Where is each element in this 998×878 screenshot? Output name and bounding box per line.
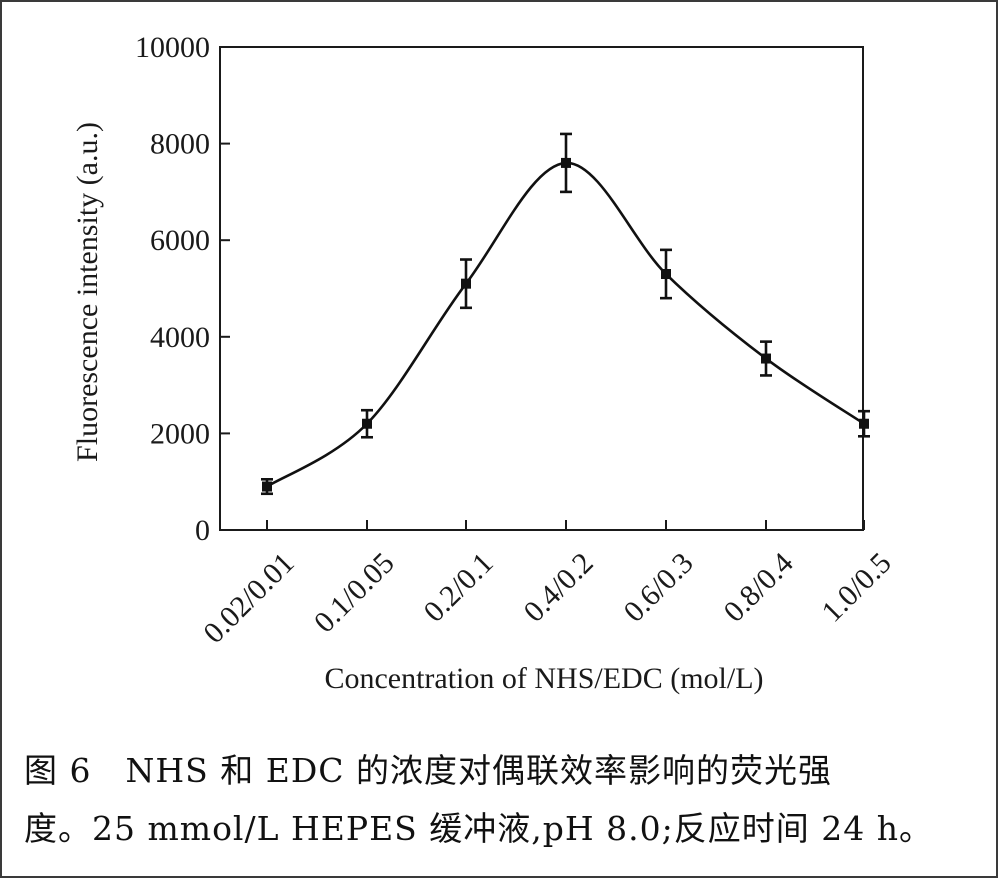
x-tick-label: 1.0/0.5 [815, 546, 897, 628]
x-tick-label: 0.4/0.2 [517, 546, 599, 628]
figure-caption: 图 6 NHS 和 EDC 的浓度对偶联效率影响的荧光强 度。25 mmol/L… [24, 742, 976, 858]
x-axis: 0.02/0.01 0.1/0.05 0.2/0.1 0.4/0.2 0.6/0.3 0.… [197, 520, 898, 650]
chart-figure: 0 2000 4000 6000 8000 10000 0.02/0.01 0.1/0.05… [71, 31, 898, 695]
data-point [661, 269, 671, 280]
error-bars [261, 132, 870, 496]
x-tick-label: 0.2/0.1 [417, 546, 499, 628]
y-axis: 0 2000 4000 6000 8000 10000 [135, 31, 230, 547]
y-axis-title: Fluorescence intensity (a.u.) [71, 122, 104, 462]
data-point [761, 353, 771, 364]
data-point [461, 278, 471, 289]
data-point [262, 481, 272, 492]
y-tick-label: 10000 [135, 31, 210, 64]
x-tick-label: 0.1/0.05 [308, 546, 401, 639]
series-line [266, 161, 865, 488]
data-point [859, 418, 869, 429]
caption-line-1: 图 6 NHS 和 EDC 的浓度对偶联效率影响的荧光强 [24, 751, 833, 790]
y-tick-label: 2000 [150, 417, 210, 450]
data-points [262, 157, 869, 492]
x-tick-label: 0.02/0.01 [197, 546, 300, 649]
y-tick-label: 6000 [150, 224, 210, 257]
y-tick-label: 4000 [150, 321, 210, 354]
plot-frame [219, 46, 864, 531]
x-axis-title: Concentration of NHS/EDC (mol/L) [324, 662, 763, 695]
data-point [561, 157, 571, 168]
x-tick-label: 0.8/0.4 [717, 546, 799, 628]
y-tick-label: 8000 [150, 128, 210, 161]
caption-line-2: 度。25 mmol/L HEPES 缓冲液,pH 8.0;反应时间 24 h。 [24, 809, 933, 848]
y-tick-label: 0 [195, 514, 210, 547]
data-point [362, 418, 372, 429]
x-tick-label: 0.6/0.3 [617, 546, 699, 628]
